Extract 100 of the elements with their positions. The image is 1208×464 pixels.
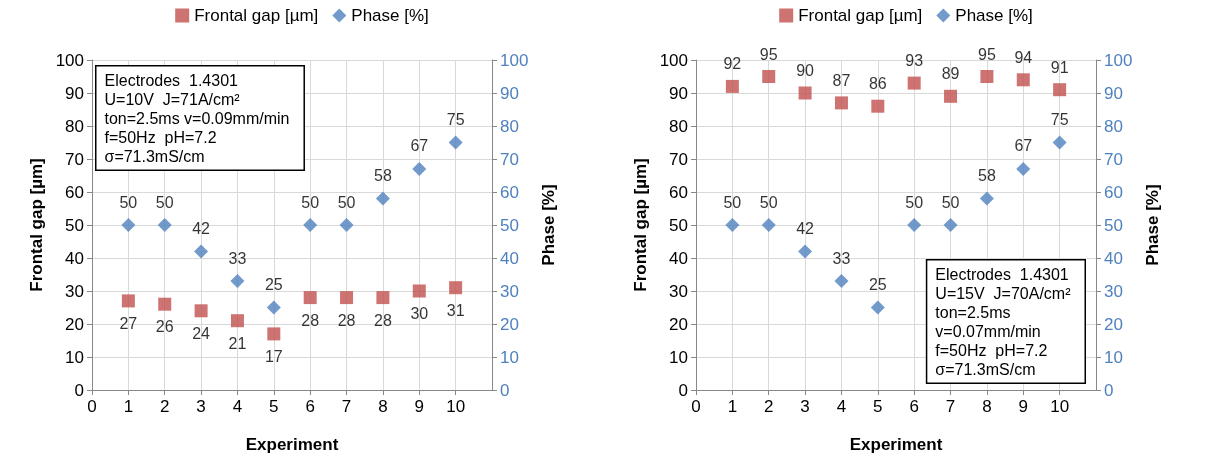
data-label: 28	[374, 311, 392, 329]
data-label: 26	[155, 318, 174, 336]
y2-tick-label: 0	[1104, 380, 1114, 400]
y-tick-label: 10	[669, 347, 688, 367]
data-label: 50	[337, 193, 356, 211]
y-tick-label: 0	[678, 380, 688, 400]
data-label: 89	[941, 65, 960, 83]
data-label: 50	[759, 193, 778, 211]
data-label: 92	[723, 55, 742, 73]
data-label: 42	[796, 219, 815, 237]
y-tick-label: 80	[669, 116, 688, 136]
x-tick-label: 10	[1050, 397, 1070, 416]
data-label: 93	[905, 52, 924, 70]
y-tick-label: 30	[65, 281, 84, 301]
y2-tick-label: 50	[1104, 215, 1123, 235]
x-tick-label: 0	[87, 397, 97, 416]
data-label: 67	[1014, 137, 1033, 155]
point	[834, 274, 849, 289]
y2-tick-label: 10	[500, 347, 519, 367]
x-tick-label: 5	[269, 397, 279, 416]
y-axis-title: Frontal gap [µm]	[26, 158, 46, 292]
data-label: 24	[192, 324, 211, 342]
point	[158, 297, 172, 311]
point	[412, 284, 426, 298]
y-tick-label: 10	[65, 347, 84, 367]
y2-tick-label: 40	[500, 248, 519, 268]
legend-label: Frontal gap [µm]	[798, 6, 923, 25]
point	[1052, 135, 1067, 150]
annotation: Electrodes 1.4301 U=15V J=70A/cm² ton=2.5ms v=0.07mm/min f=50Hz pH=7.2 σ=71.3mS/cm	[935, 265, 1072, 378]
y-tick-label: 60	[669, 182, 688, 202]
point	[798, 86, 812, 100]
point	[412, 161, 427, 176]
point	[762, 70, 776, 83]
y2-tick-label: 20	[1104, 314, 1123, 334]
legend-label: Phase [%]	[955, 6, 1033, 25]
y2-tick-label: 80	[1104, 116, 1123, 136]
data-label: 33	[832, 249, 851, 267]
point	[303, 218, 318, 232]
y2-tick-label: 50	[500, 215, 519, 235]
data-label: 21	[228, 334, 247, 352]
y2-tick-label: 100	[500, 50, 529, 70]
data-label: 75	[1050, 111, 1069, 128]
y2-tick-label: 70	[500, 149, 519, 169]
data-label: 17	[264, 347, 283, 365]
y-tick-label: 20	[65, 314, 84, 334]
data-label: 28	[337, 311, 356, 329]
point	[871, 99, 885, 113]
x-tick-label: 10	[446, 397, 466, 416]
y2-tick-label: 10	[1104, 347, 1123, 367]
x-tick-label: 3	[196, 397, 206, 416]
point	[798, 244, 813, 259]
point	[267, 327, 281, 341]
data-label: 94	[1014, 48, 1033, 66]
x-tick-label: 3	[800, 397, 810, 416]
data-label: 28	[301, 311, 320, 329]
y-tick-label: 100	[55, 50, 84, 70]
x-tick-label: 0	[691, 397, 701, 416]
point	[980, 70, 994, 83]
point	[944, 89, 958, 103]
x-tick-label: 9	[414, 397, 425, 416]
x-tick-label: 4	[836, 397, 847, 416]
annotation: Electrodes 1.4301 U=10V J=71A/cm² ton=2.5ms v=0.09mm/min f=50Hz pH=7.2 σ=71.3mS/cm	[104, 71, 290, 165]
y2-tick-label: 0	[500, 380, 510, 400]
y2-tick-label: 100	[1104, 50, 1133, 70]
y-axis-title: Frontal gap [µm]	[630, 158, 650, 292]
point	[448, 135, 463, 150]
y2-tick-label: 90	[500, 83, 519, 103]
point	[230, 274, 245, 289]
point	[157, 218, 172, 232]
point	[376, 291, 390, 305]
data-label: 95	[978, 45, 996, 63]
point	[194, 244, 209, 259]
legend-label: Frontal gap [µm]	[194, 6, 319, 25]
data-label: 50	[905, 193, 924, 211]
y-tick-label: 20	[669, 314, 688, 334]
data-label: 33	[228, 249, 247, 267]
point	[449, 281, 463, 295]
point	[725, 218, 740, 232]
data-label: 31	[446, 301, 465, 319]
data-label: 25	[868, 276, 887, 293]
y2-tick-label: 30	[1104, 281, 1123, 301]
data-label: 50	[119, 193, 138, 211]
point	[907, 76, 921, 90]
y2-tick-label: 80	[500, 116, 519, 136]
y-tick-label: 40	[65, 248, 84, 268]
x-tick-label: 1	[123, 397, 134, 416]
point	[339, 218, 354, 232]
y2-tick-label: 20	[500, 314, 519, 334]
y-tick-label: 50	[65, 215, 84, 235]
point	[1053, 83, 1067, 97]
point	[834, 96, 848, 110]
y-tick-label: 0	[74, 380, 84, 400]
x-tick-label: 7	[341, 397, 352, 416]
x-tick-label: 2	[763, 397, 774, 416]
x-tick-label: 6	[909, 397, 919, 416]
data-label: 90	[796, 62, 815, 79]
data-label: 42	[192, 219, 211, 237]
y2-axis-title: Phase [%]	[539, 184, 558, 266]
data-label: 86	[868, 75, 887, 93]
data-label: 87	[832, 71, 851, 89]
